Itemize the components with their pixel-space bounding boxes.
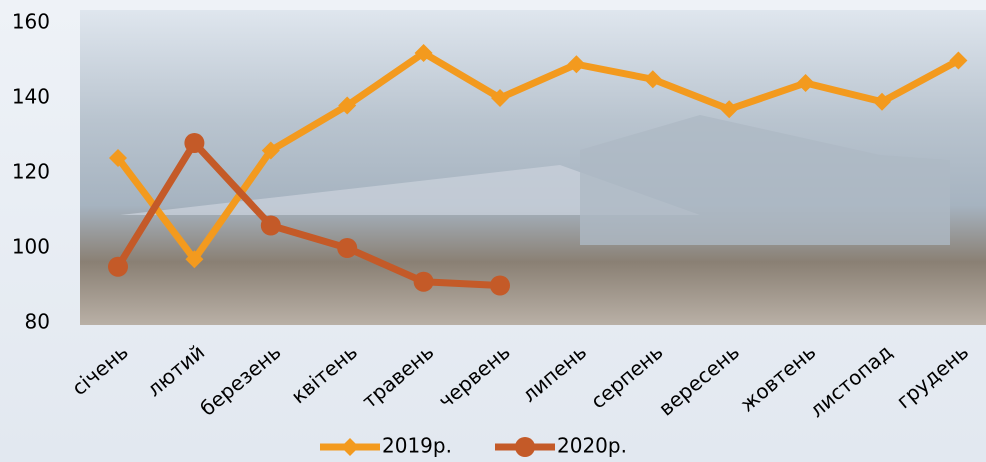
data-point [261, 141, 280, 160]
data-point [567, 55, 586, 74]
data-point [260, 215, 281, 236]
series-line [115, 49, 961, 263]
y-tick-label: 160 [12, 10, 50, 34]
data-point [796, 74, 815, 92]
series-line [115, 139, 501, 289]
data-point [338, 96, 357, 115]
data-point [184, 133, 205, 153]
data-point [109, 149, 127, 167]
legend-label: 2020р. [557, 434, 627, 458]
data-point [490, 275, 510, 296]
data-point [491, 89, 509, 107]
legend-marker [341, 438, 359, 456]
data-point [949, 51, 968, 70]
y-tick-label: 120 [12, 160, 50, 184]
data-point [337, 238, 358, 258]
y-tick-label: 100 [12, 235, 50, 259]
silo-shape [580, 115, 950, 245]
data-point [108, 256, 128, 277]
data-point [643, 70, 662, 89]
data-point [873, 92, 891, 111]
legend-label: 2019р. [382, 434, 452, 458]
silo-shape [120, 165, 700, 215]
data-point [413, 271, 434, 292]
data-point [720, 100, 739, 119]
legend-marker [515, 437, 535, 457]
y-tick-label: 80 [25, 310, 50, 334]
y-tick-label: 140 [12, 85, 50, 109]
data-point [185, 250, 204, 269]
data-point [414, 44, 433, 62]
